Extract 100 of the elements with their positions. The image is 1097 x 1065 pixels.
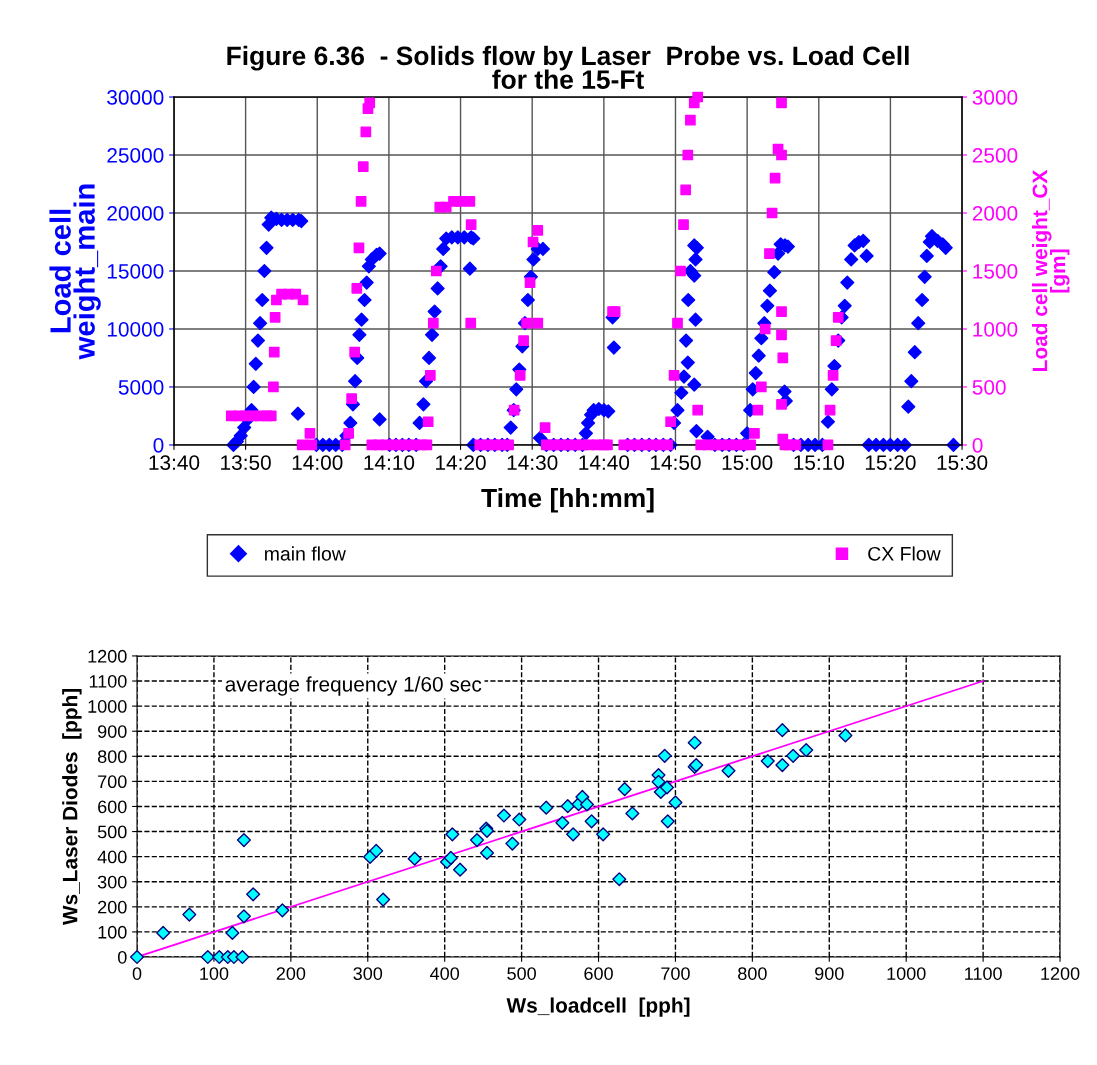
y-tick-label: 1000 bbox=[88, 700, 127, 713]
point bbox=[512, 812, 527, 827]
y-tick-label: 700 bbox=[98, 775, 127, 789]
y2-axis-title: Load cell weight_CX [gm] bbox=[1032, 169, 1070, 371]
x-tick-label: 1000 bbox=[887, 967, 926, 980]
x-tick-label: 100 bbox=[200, 967, 229, 980]
point bbox=[687, 735, 702, 750]
annotation: average frequency 1/60 sec bbox=[225, 676, 482, 696]
point bbox=[668, 795, 683, 810]
point bbox=[660, 814, 675, 829]
y-tick-label: 1200 bbox=[88, 649, 127, 663]
x-tick-label: 900 bbox=[815, 967, 844, 980]
y2-tick-label: 500 bbox=[972, 379, 1006, 395]
point bbox=[786, 748, 801, 763]
x-tick-label: 700 bbox=[661, 967, 690, 980]
y2-tick-label: 0 bbox=[972, 437, 983, 453]
x-tick-label: 600 bbox=[584, 967, 613, 980]
y-tick-label: 20000 bbox=[107, 206, 164, 221]
point bbox=[760, 754, 775, 769]
x-tick-label: 1100 bbox=[965, 967, 1002, 980]
x-tick-label: 15:10 bbox=[794, 455, 845, 470]
point bbox=[443, 850, 458, 865]
point bbox=[235, 949, 250, 965]
y-tick-label: 300 bbox=[97, 875, 127, 889]
point bbox=[838, 728, 853, 743]
y-tick-label: 900 bbox=[98, 725, 127, 738]
point bbox=[560, 799, 575, 814]
legend-label: main flow bbox=[265, 546, 346, 561]
x-tick-label: 13:40 bbox=[149, 455, 200, 470]
point bbox=[579, 797, 595, 812]
point bbox=[775, 723, 790, 738]
y-tick-label: 25000 bbox=[107, 148, 164, 163]
x-tick-label: 400 bbox=[430, 967, 460, 980]
y-tick-label: 0 bbox=[117, 950, 127, 964]
point bbox=[246, 887, 261, 902]
y-tick-label: 30000 bbox=[107, 90, 164, 105]
x-axis-title: Ws_loadcell [pph] bbox=[506, 997, 690, 1017]
y-tick-label: 1100 bbox=[89, 674, 127, 688]
y-tick-label: 0 bbox=[153, 437, 164, 453]
x-tick-label: 1200 bbox=[1041, 967, 1080, 980]
point bbox=[369, 843, 384, 858]
x-tick-label: 14:00 bbox=[292, 455, 343, 470]
point bbox=[555, 815, 570, 830]
point bbox=[182, 907, 197, 922]
y-axis-title: Load cell weight_main bbox=[49, 184, 101, 360]
x-tick-label: 15:30 bbox=[937, 455, 988, 470]
y-tick-label: 500 bbox=[97, 825, 127, 839]
point bbox=[657, 748, 672, 763]
point bbox=[505, 836, 520, 851]
point bbox=[200, 949, 215, 965]
y-tick-label: 15000 bbox=[107, 263, 164, 279]
point bbox=[659, 780, 675, 795]
y-tick-label: 600 bbox=[98, 800, 127, 814]
y-tick-label: 800 bbox=[97, 750, 127, 764]
point bbox=[376, 892, 391, 907]
x-tick-label: 14:30 bbox=[507, 455, 558, 470]
y-tick-label: 200 bbox=[98, 900, 127, 914]
point bbox=[469, 833, 485, 848]
chart-title: Figure 6.36 - Solids flow by Laser Probe vs. Load Cell for the 15-Ft bbox=[227, 45, 909, 89]
y2-tick-label: 2000 bbox=[972, 206, 1018, 221]
y-tick-label: 10000 bbox=[107, 321, 164, 337]
x-tick-label: 14:50 bbox=[651, 455, 701, 470]
point bbox=[496, 808, 511, 823]
y2-tick-label: 2500 bbox=[972, 148, 1018, 163]
point bbox=[566, 827, 581, 842]
point bbox=[156, 925, 171, 940]
point bbox=[539, 800, 554, 815]
point bbox=[407, 851, 422, 866]
y2-tick-label: 1000 bbox=[973, 321, 1018, 337]
point bbox=[721, 763, 736, 778]
y-tick-label: 400 bbox=[97, 850, 127, 864]
point bbox=[236, 833, 251, 848]
y-tick-label: 5000 bbox=[118, 379, 164, 395]
x-tick-label: 300 bbox=[353, 967, 383, 980]
x-tick-label: 15:00 bbox=[722, 455, 773, 470]
point bbox=[612, 872, 627, 887]
point bbox=[479, 845, 495, 860]
point bbox=[225, 925, 240, 940]
point bbox=[453, 862, 468, 877]
y-tick-label: 100 bbox=[98, 925, 127, 939]
point bbox=[625, 806, 640, 821]
x-tick-label: 14:10 bbox=[364, 455, 415, 470]
point bbox=[236, 909, 251, 924]
x-tick-label: 200 bbox=[276, 967, 306, 980]
legend-label: CX Flow bbox=[868, 546, 941, 561]
x-tick-label: 15:20 bbox=[865, 455, 916, 470]
y2-tick-label: 1500 bbox=[973, 263, 1018, 279]
x-tick-label: 500 bbox=[507, 967, 536, 980]
point bbox=[584, 814, 599, 829]
x-tick-label: 13:50 bbox=[221, 455, 271, 470]
x-axis-title: Time [hh:mm] bbox=[481, 487, 654, 513]
y-axis-title: Ws_Laser Diodes [pph] bbox=[62, 688, 82, 926]
point bbox=[596, 827, 611, 842]
point bbox=[275, 903, 290, 918]
point bbox=[129, 949, 145, 965]
point bbox=[617, 782, 632, 797]
point bbox=[775, 758, 790, 773]
x-tick-label: 800 bbox=[738, 967, 767, 980]
point bbox=[445, 827, 460, 842]
x-tick-label: 14:20 bbox=[436, 455, 486, 470]
